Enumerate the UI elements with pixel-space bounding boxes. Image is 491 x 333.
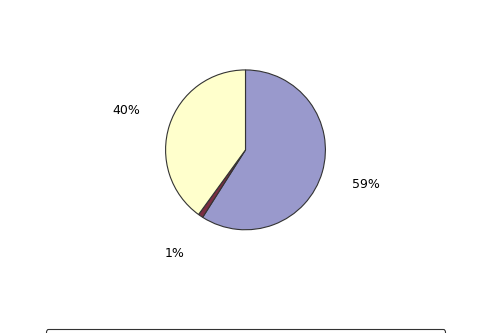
Legend: Wages & Salaries, Employee Benefits, Operating Expenses: Wages & Salaries, Employee Benefits, Ope… [46,329,445,333]
Text: 59%: 59% [353,178,380,191]
Wedge shape [203,70,326,230]
Wedge shape [165,70,246,214]
Text: 40%: 40% [112,105,140,118]
Text: 1%: 1% [165,247,185,260]
Wedge shape [198,150,246,217]
